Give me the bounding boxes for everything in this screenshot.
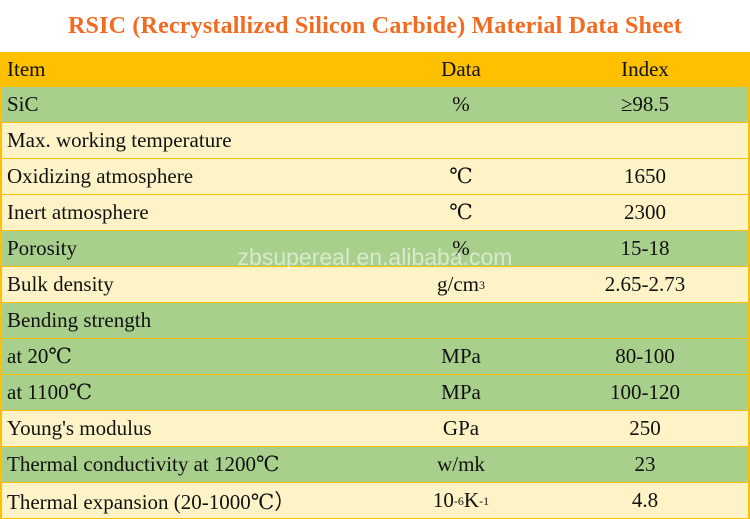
unit-part: 10 [432, 488, 454, 512]
row-index: 2300 [624, 200, 666, 224]
row-index: 80-100 [615, 344, 675, 368]
row-data: g/cm 3 [437, 272, 485, 296]
row-data: ℃ [449, 164, 473, 188]
row-data [380, 303, 542, 338]
row-data: % [452, 236, 470, 260]
row-item: at 20℃ [7, 344, 72, 368]
table-row: Thermal conductivity at 1200℃ w/mk 23 [2, 447, 748, 482]
header-index: Index [621, 56, 669, 81]
table-row: Oxidizing atmosphere ℃ 1650 [2, 159, 748, 194]
row-item: Oxidizing atmosphere [7, 164, 194, 188]
unit-part: K [463, 488, 480, 512]
row-item: Thermal expansion (20-1000℃） [7, 489, 296, 514]
sheet-title: RSIC (Recrystallized Silicon Carbide) Ma… [68, 12, 682, 39]
table-header-row: Item Data Index [2, 52, 748, 86]
table-row: Young's modulus GPa 250 [2, 411, 748, 446]
row-item: Bending strength [7, 308, 152, 332]
table-row: Max. working temperature [2, 123, 748, 158]
row-index: 4.8 [631, 488, 659, 512]
table-row: at 1100℃ MPa 100-120 [2, 375, 748, 410]
row-item: at 1100℃ [7, 380, 93, 404]
table-row: Bulk density g/cm 3 2.65-2.73 [2, 267, 748, 302]
row-data: MPa [441, 344, 481, 368]
row-data [380, 123, 542, 158]
row-index: 23 [634, 452, 656, 476]
row-index: 250 [629, 416, 661, 440]
data-table: Item Data Index SiC % ≥98.5 Max. working… [2, 52, 748, 519]
row-item: Young's modulus [7, 416, 152, 440]
table-row: Thermal expansion (20-1000℃） 10 -6 K -1 4.8 [2, 483, 748, 518]
header-data: Data [441, 56, 481, 81]
row-index: 15-18 [620, 236, 670, 260]
row-data: GPa [442, 416, 480, 440]
header-item: Item [7, 56, 46, 81]
row-index: 2.65-2.73 [604, 272, 686, 296]
table-row: Bending strength [2, 303, 748, 338]
row-data: 10 -6 K -1 [432, 488, 490, 512]
table-row: Inert atmosphere ℃ 2300 [2, 195, 748, 230]
row-index: 1650 [624, 164, 666, 188]
row-index: 100-120 [610, 380, 680, 404]
row-data: % [452, 92, 470, 116]
table-row: at 20℃ MPa 80-100 [2, 339, 748, 374]
table-row: SiC % ≥98.5 [2, 87, 748, 122]
row-item: Bulk density [7, 272, 114, 296]
row-item: Thermal conductivity at 1200℃ [7, 452, 280, 476]
row-index: ≥98.5 [620, 92, 670, 116]
row-item: Inert atmosphere [7, 200, 149, 224]
table-row: Porosity % 15-18 [2, 231, 748, 266]
row-data: ℃ [449, 200, 473, 224]
row-index [542, 123, 748, 158]
row-item: Porosity [7, 236, 78, 260]
title-bar: RSIC (Recrystallized Silicon Carbide) Ma… [0, 0, 750, 52]
row-item: Max. working temperature [7, 128, 232, 152]
unit-base: g/cm [437, 272, 479, 296]
row-data: MPa [441, 380, 481, 404]
row-index [542, 303, 748, 338]
row-data: w/mk [437, 452, 485, 476]
row-item: SiC [7, 92, 39, 116]
